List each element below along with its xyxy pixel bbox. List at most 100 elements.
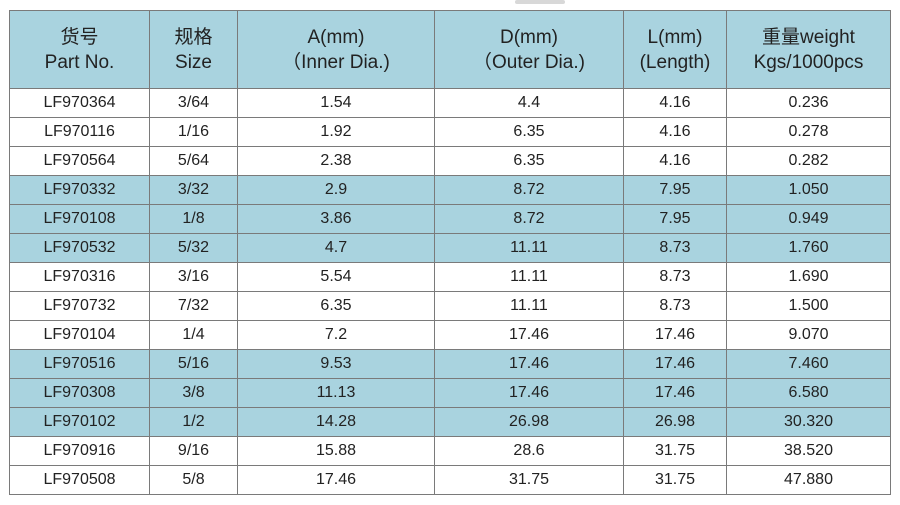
cell-part-no: LF970732 xyxy=(9,291,150,321)
cell-outer-dia: 17.46 xyxy=(434,320,624,350)
cell-length: 4.16 xyxy=(623,88,727,118)
cell-weight: 1.050 xyxy=(726,175,891,205)
cell-length: 8.73 xyxy=(623,262,727,292)
cell-length: 17.46 xyxy=(623,378,727,408)
cell-outer-dia: 6.35 xyxy=(434,117,624,147)
cell-outer-dia: 6.35 xyxy=(434,146,624,176)
cell-inner-dia: 3.86 xyxy=(237,204,435,234)
cell-weight: 1.500 xyxy=(726,291,891,321)
cell-part-no: LF970116 xyxy=(9,117,150,147)
header-weight: 重量weight Kgs/1000pcs xyxy=(726,10,891,89)
cell-size: 3/8 xyxy=(149,378,238,408)
cell-weight: 0.282 xyxy=(726,146,891,176)
cell-length: 31.75 xyxy=(623,465,727,495)
header-part-no-cn: 货号 xyxy=(60,26,99,48)
table-row: LF970308 3/8 11.13 17.46 17.46 6.580 xyxy=(9,378,891,408)
table-body: LF970364 3/64 1.54 4.4 4.16 0.236 LF970116 1/16… xyxy=(9,88,891,495)
cell-part-no: LF970308 xyxy=(9,378,150,408)
cell-weight: 0.278 xyxy=(726,117,891,147)
cell-weight: 1.760 xyxy=(726,233,891,263)
table-row: LF970564 5/64 2.38 6.35 4.16 0.282 xyxy=(9,146,891,176)
cell-length: 17.46 xyxy=(623,349,727,379)
cell-weight: 0.949 xyxy=(726,204,891,234)
cell-size: 3/16 xyxy=(149,262,238,292)
cell-outer-dia: 26.98 xyxy=(434,407,624,437)
cell-outer-dia: 11.11 xyxy=(434,291,624,321)
cell-size: 7/32 xyxy=(149,291,238,321)
cell-outer-dia: 28.6 xyxy=(434,436,624,466)
scroll-indicator xyxy=(515,0,565,4)
cell-size: 3/32 xyxy=(149,175,238,205)
cell-outer-dia: 11.11 xyxy=(434,233,624,263)
cell-weight: 0.236 xyxy=(726,88,891,118)
header-part-no-en: Part No. xyxy=(44,51,115,73)
cell-size: 9/16 xyxy=(149,436,238,466)
cell-weight: 47.880 xyxy=(726,465,891,495)
cell-inner-dia: 5.54 xyxy=(237,262,435,292)
table-row: LF970508 5/8 17.46 31.75 31.75 47.880 xyxy=(9,465,891,495)
cell-inner-dia: 2.38 xyxy=(237,146,435,176)
cell-outer-dia: 31.75 xyxy=(434,465,624,495)
table-header: 货号 Part No. 规格 Size A(mm) （Inner Dia.) D… xyxy=(9,10,891,89)
header-weight-unit: Kgs/1000pcs xyxy=(753,51,864,73)
cell-outer-dia: 8.72 xyxy=(434,175,624,205)
header-inner-dia-unit: A(mm) xyxy=(307,26,365,48)
header-weight-label: 重量weight xyxy=(762,26,855,48)
cell-length: 4.16 xyxy=(623,146,727,176)
cell-inner-dia: 17.46 xyxy=(237,465,435,495)
cell-inner-dia: 1.54 xyxy=(237,88,435,118)
cell-weight: 7.460 xyxy=(726,349,891,379)
cell-size: 1/8 xyxy=(149,204,238,234)
header-row: 货号 Part No. 规格 Size A(mm) （Inner Dia.) D… xyxy=(9,10,891,89)
cell-part-no: LF970108 xyxy=(9,204,150,234)
header-inner-dia: A(mm) （Inner Dia.) xyxy=(237,10,435,89)
cell-weight: 6.580 xyxy=(726,378,891,408)
table-row: LF970532 5/32 4.7 11.11 8.73 1.760 xyxy=(9,233,891,263)
cell-length: 8.73 xyxy=(623,233,727,263)
cell-outer-dia: 8.72 xyxy=(434,204,624,234)
table-row: LF970102 1/2 14.28 26.98 26.98 30.320 xyxy=(9,407,891,437)
header-size: 规格 Size xyxy=(149,10,238,89)
header-outer-dia-unit: D(mm) xyxy=(499,26,559,48)
cell-inner-dia: 7.2 xyxy=(237,320,435,350)
table-row: LF970364 3/64 1.54 4.4 4.16 0.236 xyxy=(9,88,891,118)
cell-inner-dia: 6.35 xyxy=(237,291,435,321)
cell-length: 31.75 xyxy=(623,436,727,466)
cell-inner-dia: 2.9 xyxy=(237,175,435,205)
table-row: LF970916 9/16 15.88 28.6 31.75 38.520 xyxy=(9,436,891,466)
cell-part-no: LF970364 xyxy=(9,88,150,118)
cell-length: 17.46 xyxy=(623,320,727,350)
cell-weight: 30.320 xyxy=(726,407,891,437)
header-size-en: Size xyxy=(175,51,212,73)
header-outer-dia-label: （Outer Dia.) xyxy=(473,51,585,73)
header-length: L(mm) (Length) xyxy=(623,10,727,89)
cell-part-no: LF970316 xyxy=(9,262,150,292)
header-length-label: (Length) xyxy=(639,51,711,73)
table-row: LF970316 3/16 5.54 11.11 8.73 1.690 xyxy=(9,262,891,292)
table-row: LF970116 1/16 1.92 6.35 4.16 0.278 xyxy=(9,117,891,147)
table-row: LF970332 3/32 2.9 8.72 7.95 1.050 xyxy=(9,175,891,205)
cell-part-no: LF970508 xyxy=(9,465,150,495)
spec-table: 货号 Part No. 规格 Size A(mm) （Inner Dia.) D… xyxy=(9,10,891,495)
table-row: LF970516 5/16 9.53 17.46 17.46 7.460 xyxy=(9,349,891,379)
cell-inner-dia: 1.92 xyxy=(237,117,435,147)
cell-outer-dia: 17.46 xyxy=(434,349,624,379)
table-row: LF970732 7/32 6.35 11.11 8.73 1.500 xyxy=(9,291,891,321)
header-part-no: 货号 Part No. xyxy=(9,10,150,89)
cell-outer-dia: 4.4 xyxy=(434,88,624,118)
cell-size: 5/32 xyxy=(149,233,238,263)
cell-weight: 1.690 xyxy=(726,262,891,292)
header-outer-dia: D(mm) （Outer Dia.) xyxy=(434,10,624,89)
cell-inner-dia: 11.13 xyxy=(237,378,435,408)
cell-length: 8.73 xyxy=(623,291,727,321)
cell-inner-dia: 15.88 xyxy=(237,436,435,466)
cell-outer-dia: 17.46 xyxy=(434,378,624,408)
cell-size: 1/4 xyxy=(149,320,238,350)
cell-length: 26.98 xyxy=(623,407,727,437)
cell-size: 3/64 xyxy=(149,88,238,118)
cell-size: 1/16 xyxy=(149,117,238,147)
cell-length: 7.95 xyxy=(623,204,727,234)
table-row: LF970104 1/4 7.2 17.46 17.46 9.070 xyxy=(9,320,891,350)
cell-size: 1/2 xyxy=(149,407,238,437)
cell-part-no: LF970516 xyxy=(9,349,150,379)
